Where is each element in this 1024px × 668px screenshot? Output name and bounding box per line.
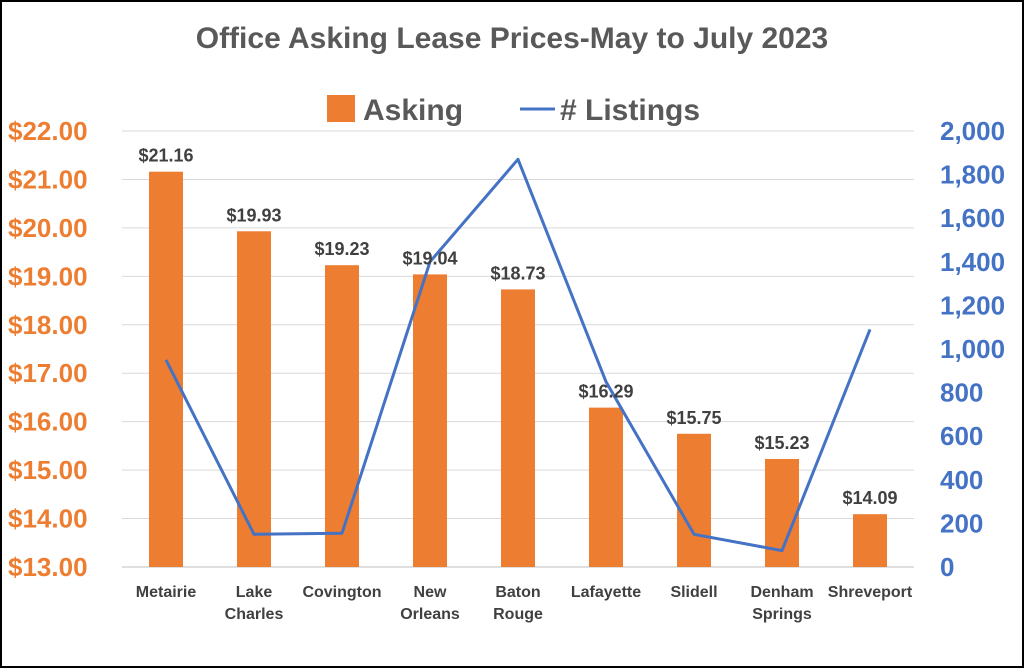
bar-new-orleans bbox=[413, 274, 447, 567]
bar-shreveport bbox=[853, 514, 887, 567]
bar-data-label: $16.29 bbox=[578, 382, 633, 402]
bar-data-label: $15.23 bbox=[754, 433, 809, 453]
y-left-tick-label: $14.00 bbox=[8, 504, 88, 534]
x-tick-label: Baton Rouge bbox=[493, 584, 543, 623]
y-right-tick-label: 800 bbox=[940, 378, 983, 408]
x-tick-label: New Orleans bbox=[400, 584, 460, 623]
bar-baton-rouge bbox=[501, 289, 535, 567]
y-left-tick-label: $16.00 bbox=[8, 407, 88, 437]
x-tick-label: Shreveport bbox=[828, 584, 913, 601]
y-left-tick-label: $13.00 bbox=[8, 552, 88, 582]
data-labels: $21.16 $19.93 $19.23 $19.04 $18.73 $16.29 $15.… bbox=[138, 146, 897, 509]
bar-covington bbox=[325, 265, 359, 567]
y-right-tick-label: 1,600 bbox=[940, 203, 1005, 233]
bar-metairie bbox=[149, 171, 183, 567]
x-tick-label: Metairie bbox=[136, 584, 197, 601]
x-axis: Metairie Lake Charles Covington New Orleans Ba… bbox=[136, 584, 913, 623]
y-right-tick-label: 1,800 bbox=[940, 160, 1005, 190]
y-right-tick-label: 1,000 bbox=[940, 334, 1005, 364]
chart-title: Office Asking Lease Prices-May to July 2… bbox=[196, 22, 829, 55]
y-left-tick-label: $21.00 bbox=[8, 164, 88, 194]
y-right-tick-label: 200 bbox=[940, 508, 983, 538]
bar-data-label: $21.16 bbox=[138, 146, 193, 166]
y-right-tick-label: 1,400 bbox=[940, 247, 1005, 277]
bar-data-label: $19.93 bbox=[226, 205, 281, 225]
y-right-tick-label: 400 bbox=[940, 465, 983, 495]
x-tick-label: Denham Springs bbox=[750, 584, 813, 623]
legend-label-asking: Asking bbox=[363, 94, 463, 127]
y-left-tick-label: $17.00 bbox=[8, 358, 88, 388]
x-tick-label: Lafayette bbox=[571, 584, 641, 601]
y-right-tick-label: 0 bbox=[940, 552, 954, 582]
x-tick-label: Slidell bbox=[670, 584, 717, 601]
legend: Asking # Listings bbox=[327, 94, 700, 127]
y-left-tick-label: $20.00 bbox=[8, 213, 88, 243]
x-tick-label: Covington bbox=[302, 584, 381, 601]
legend-label-listings: # Listings bbox=[560, 94, 700, 127]
bar-lake-charles bbox=[237, 231, 271, 567]
bar-data-label: $19.23 bbox=[314, 239, 369, 259]
bar-data-label: $15.75 bbox=[666, 408, 721, 428]
y-left-tick-label: $15.00 bbox=[8, 455, 88, 485]
bar-data-label: $14.09 bbox=[842, 488, 897, 508]
y-axis-left: $13.00 $14.00 $15.00 $16.00 $17.00 $18.00 $19.… bbox=[8, 116, 88, 582]
bars bbox=[149, 171, 887, 567]
legend-swatch-asking bbox=[327, 95, 355, 122]
y-axis-right: 0 200 400 600 800 1,000 1,200 1,400 1,600 1,800 2,… bbox=[940, 116, 1005, 582]
bar-data-label: $18.73 bbox=[490, 263, 545, 283]
listings-line-series bbox=[164, 157, 872, 553]
y-left-tick-label: $18.00 bbox=[8, 310, 88, 340]
bar-lafayette bbox=[589, 407, 623, 567]
y-right-tick-label: 600 bbox=[940, 421, 983, 451]
y-left-tick-label: $22.00 bbox=[8, 116, 88, 146]
bar-data-label: $19.04 bbox=[402, 248, 457, 268]
x-tick-label: Lake Charles bbox=[225, 584, 284, 623]
bar-slidell bbox=[677, 433, 711, 567]
y-right-tick-label: 1,200 bbox=[940, 290, 1005, 320]
y-left-tick-label: $19.00 bbox=[8, 261, 88, 291]
y-right-tick-label: 2,000 bbox=[940, 116, 1005, 146]
